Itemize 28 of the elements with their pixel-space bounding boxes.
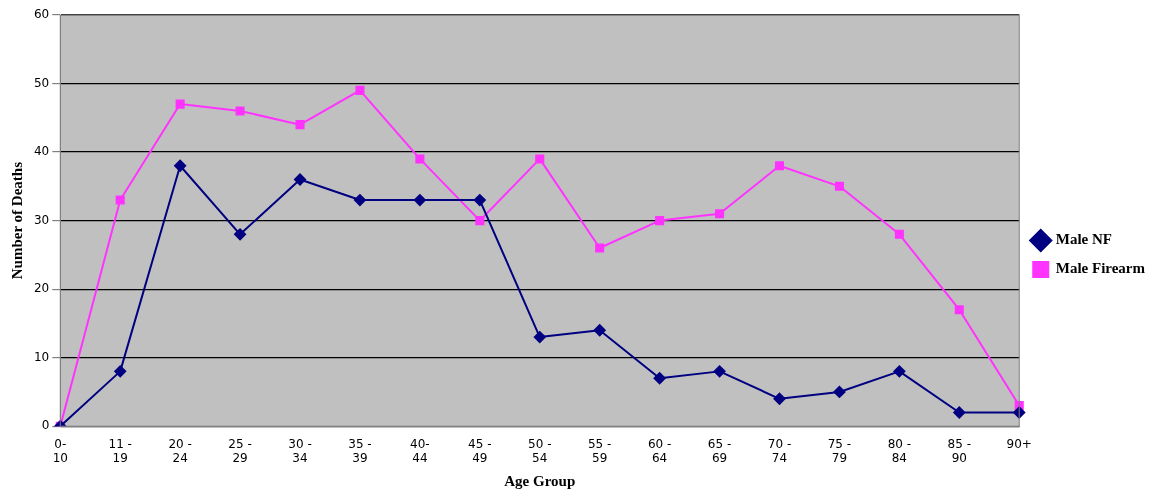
x-tick-label: 50 - 54: [528, 436, 552, 465]
y-tick-label: 40: [33, 144, 50, 159]
x-tick-label: 25 - 29: [228, 436, 252, 465]
y-tick-label: 30: [33, 212, 50, 227]
x-tick-label: 85 - 90: [947, 436, 972, 465]
x-tick-label: 60 - 64: [647, 436, 672, 465]
legend-label: Male NF: [1055, 231, 1112, 248]
x-tick-label: 20 - 24: [168, 436, 192, 465]
x-tick-label: 90+: [1006, 436, 1032, 451]
x-tick-label: 0- 10: [52, 436, 68, 465]
x-tick-label: 70 - 74: [767, 436, 792, 465]
y-axis-title: Number of Deaths: [8, 161, 25, 280]
x-tick-label: 40- 44: [410, 436, 430, 465]
y-tick-label: 0: [41, 418, 50, 433]
x-tick-label: 11 - 19: [108, 436, 132, 465]
x-axis-title: Age Group: [504, 472, 576, 489]
x-tick-label: 75 - 79: [827, 436, 852, 465]
x-tick-label: 55 - 59: [587, 436, 612, 465]
x-tick-label: 45 - 49: [468, 436, 492, 465]
y-tick-label: 10: [33, 349, 50, 364]
legend-label: Male Firearm: [1055, 260, 1146, 277]
x-tick-label: 65 - 69: [707, 436, 732, 465]
x-tick-label: 35 - 39: [348, 436, 372, 465]
y-tick-label: 20: [33, 281, 50, 296]
x-tick-label: 80 - 84: [887, 436, 912, 465]
y-tick-label: 60: [33, 7, 50, 22]
y-tick-label: 50: [33, 75, 50, 90]
x-tick-label: 30 - 34: [288, 436, 312, 465]
